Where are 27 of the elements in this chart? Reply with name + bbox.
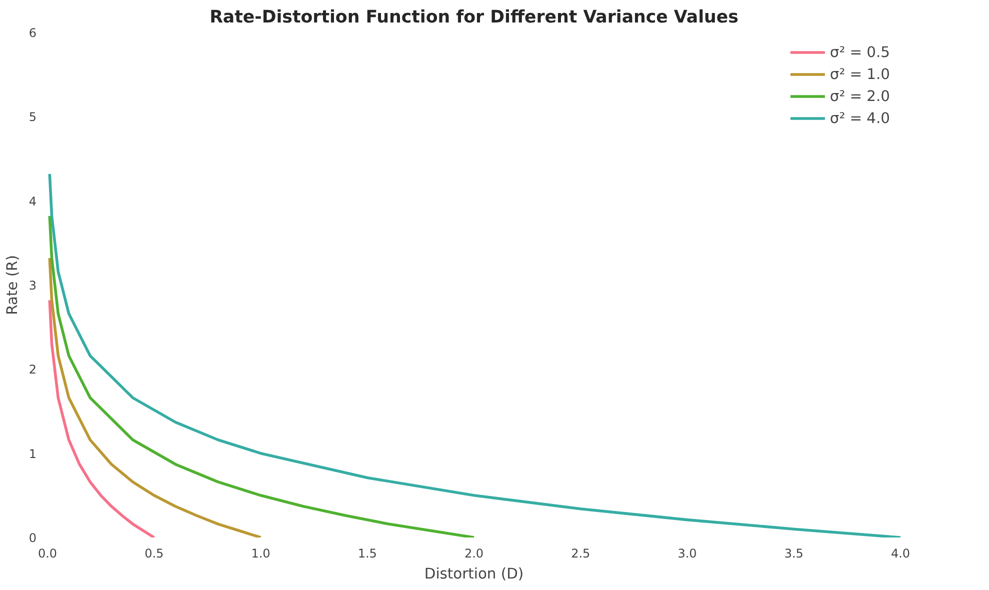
y-tick-label: 4 [28,194,37,208]
legend-label: σ² = 4.0 [830,110,890,126]
y-tick-label: 6 [28,26,37,40]
x-tick-label: 0.5 [144,546,164,560]
x-tick-label: 3.0 [678,546,697,560]
x-tick-label: 2.5 [571,546,590,560]
chart-title: Rate-Distortion Function for Different Variance Values [210,8,738,28]
legend-label: σ² = 0.5 [830,44,890,60]
line-series [48,256,262,538]
y-tick-label: 5 [28,110,37,124]
x-tick-label: 2.0 [464,546,484,560]
x-tick-label: 1.0 [251,546,270,560]
legend-label: σ² = 1.0 [830,66,890,82]
y-tick-label: 3 [28,278,37,292]
line-series [48,214,476,538]
x-tick-label: 4.0 [890,546,910,560]
y-tick-label: 0 [28,531,37,545]
x-tick-label: 0.0 [38,546,58,560]
y-tick-label: 2 [28,362,37,377]
legend-label: σ² = 2.0 [830,88,890,104]
x-axis-title: Distortion (D) [424,566,524,582]
line-series [48,298,156,538]
x-tick-label: 1.5 [358,546,377,560]
x-tick-label: 3.5 [784,546,804,560]
y-tick-label: 1 [28,446,37,461]
y-axis-title: Rate (R) [4,255,21,315]
line-series [48,172,900,538]
